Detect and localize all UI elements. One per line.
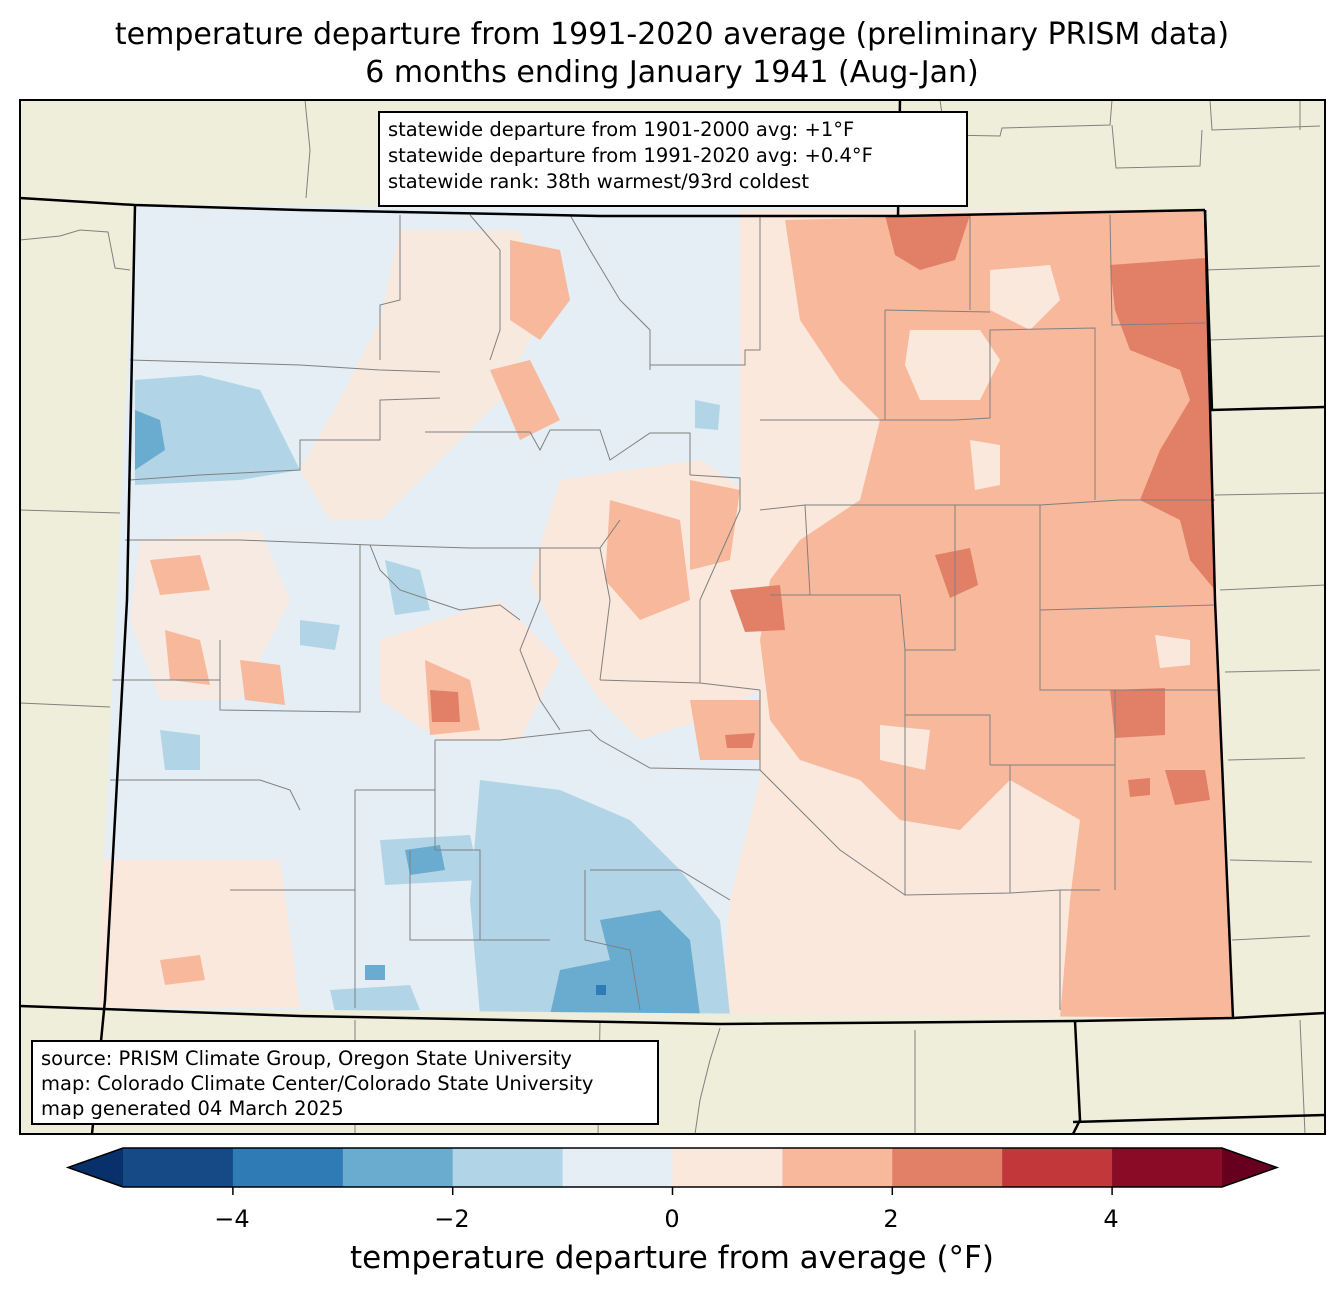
colorbar-bin bbox=[342, 1148, 454, 1187]
statewide-stats-box: statewide departure from 1901-2000 avg: … bbox=[378, 111, 968, 207]
county-lines bbox=[110, 214, 1220, 1011]
colorbar-tick-label: 2 bbox=[883, 1205, 899, 1233]
stat-1901-2000-departure: statewide departure from 1901-2000 avg: … bbox=[388, 118, 855, 141]
stat-rank: statewide rank: 38th warmest/93rd coldes… bbox=[388, 170, 809, 193]
colorbar-tick-label: 4 bbox=[1103, 1205, 1119, 1233]
colorbar-tick-label: −2 bbox=[434, 1205, 470, 1233]
colorbar bbox=[65, 1147, 1280, 1195]
map-title-line2: 6 months ending January 1941 (Aug-Jan) bbox=[365, 55, 979, 90]
colorbar-bin bbox=[452, 1148, 564, 1187]
source-box: source: PRISM Climate Group, Oregon Stat… bbox=[31, 1040, 659, 1125]
colorbar-bin bbox=[672, 1148, 783, 1187]
colorbar-bin bbox=[123, 1148, 234, 1187]
colorbar-tick-label: −4 bbox=[214, 1205, 250, 1233]
colorbar-under-arrow bbox=[68, 1148, 123, 1187]
colorbar-outline bbox=[65, 1147, 1280, 1188]
source-credit: source: PRISM Climate Group, Oregon Stat… bbox=[41, 1047, 572, 1070]
colorbar-bin bbox=[1002, 1148, 1113, 1187]
colorbar-bin bbox=[1112, 1148, 1223, 1187]
colorbar-bin bbox=[782, 1148, 893, 1187]
colorbar-label: temperature departure from average (°F) bbox=[350, 1240, 994, 1276]
map-credit: map: Colorado Climate Center/Colorado St… bbox=[41, 1072, 594, 1095]
colorbar-tick-label: 0 bbox=[664, 1205, 680, 1233]
colorbar-over-arrow bbox=[1222, 1148, 1277, 1187]
colorbar-bin bbox=[562, 1148, 673, 1187]
colorbar-bin bbox=[232, 1148, 344, 1187]
map-title-line1: temperature departure from 1991-2020 ave… bbox=[114, 17, 1230, 52]
neighbor-county-lines bbox=[19, 99, 1326, 1135]
stat-1991-2020-departure: statewide departure from 1991-2020 avg: … bbox=[388, 144, 873, 167]
map-frame-border bbox=[19, 99, 1326, 1135]
colorbar-bin bbox=[892, 1148, 1003, 1187]
generation-date: map generated 04 March 2025 bbox=[41, 1097, 344, 1120]
